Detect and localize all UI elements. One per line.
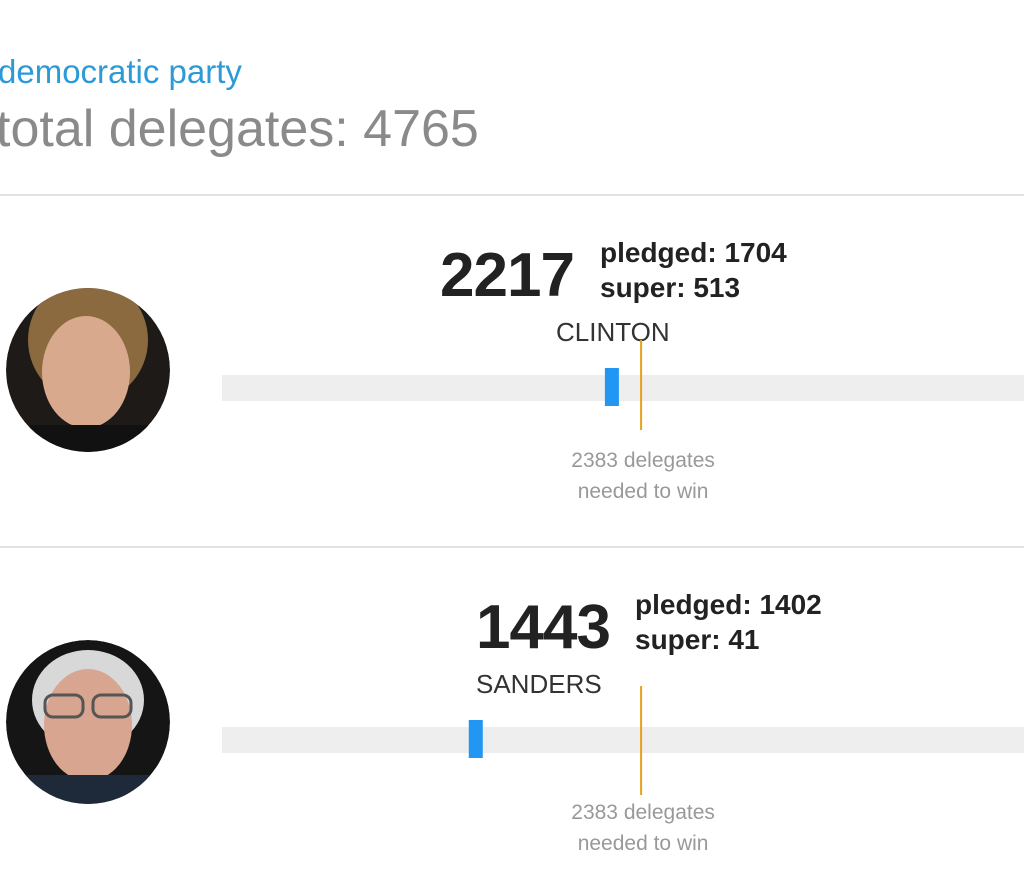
candidate-photo	[6, 288, 170, 452]
total-label: total delegates:	[0, 100, 349, 158]
divider	[0, 546, 1024, 548]
needed-unit: delegates	[624, 801, 715, 824]
delegate-count: 2217	[440, 241, 574, 310]
divider	[0, 194, 1024, 196]
needed-unit: delegates	[624, 449, 715, 472]
pledged-label: pledged:	[600, 237, 717, 268]
pledged-label: pledged:	[635, 589, 752, 620]
pledged: pledged: 1402	[635, 589, 822, 620]
super: super: 41	[635, 624, 760, 655]
needed-note: needed to win	[578, 480, 709, 503]
pledged-value: 1704	[724, 237, 787, 268]
needed-text: 2383 delegates	[571, 449, 715, 472]
needed-note: needed to win	[578, 832, 709, 855]
party-title: democratic party	[0, 53, 242, 90]
pledged-value: 1402	[759, 589, 821, 620]
needed-text: 2383 delegates	[571, 801, 715, 824]
super-label: super:	[600, 272, 686, 303]
delegate-marker	[468, 720, 483, 758]
candidate-name: SANDERS	[476, 669, 602, 699]
candidate-photo	[6, 640, 170, 804]
progress-track	[222, 727, 1024, 753]
super-value: 41	[728, 624, 759, 655]
super: super: 513	[600, 272, 740, 303]
total-value: 4765	[363, 100, 479, 158]
needed-value: 2383	[571, 801, 618, 824]
pledged: pledged: 1704	[600, 237, 787, 268]
total-delegates: total delegates: 4765	[0, 100, 479, 158]
delegate-marker	[604, 368, 619, 406]
needed-value: 2383	[571, 449, 618, 472]
delegate-count: 1443	[476, 593, 610, 662]
progress-track	[222, 375, 1024, 401]
super-label: super:	[635, 624, 721, 655]
candidate-name: CLINTON	[556, 317, 670, 347]
super-value: 513	[693, 272, 740, 303]
